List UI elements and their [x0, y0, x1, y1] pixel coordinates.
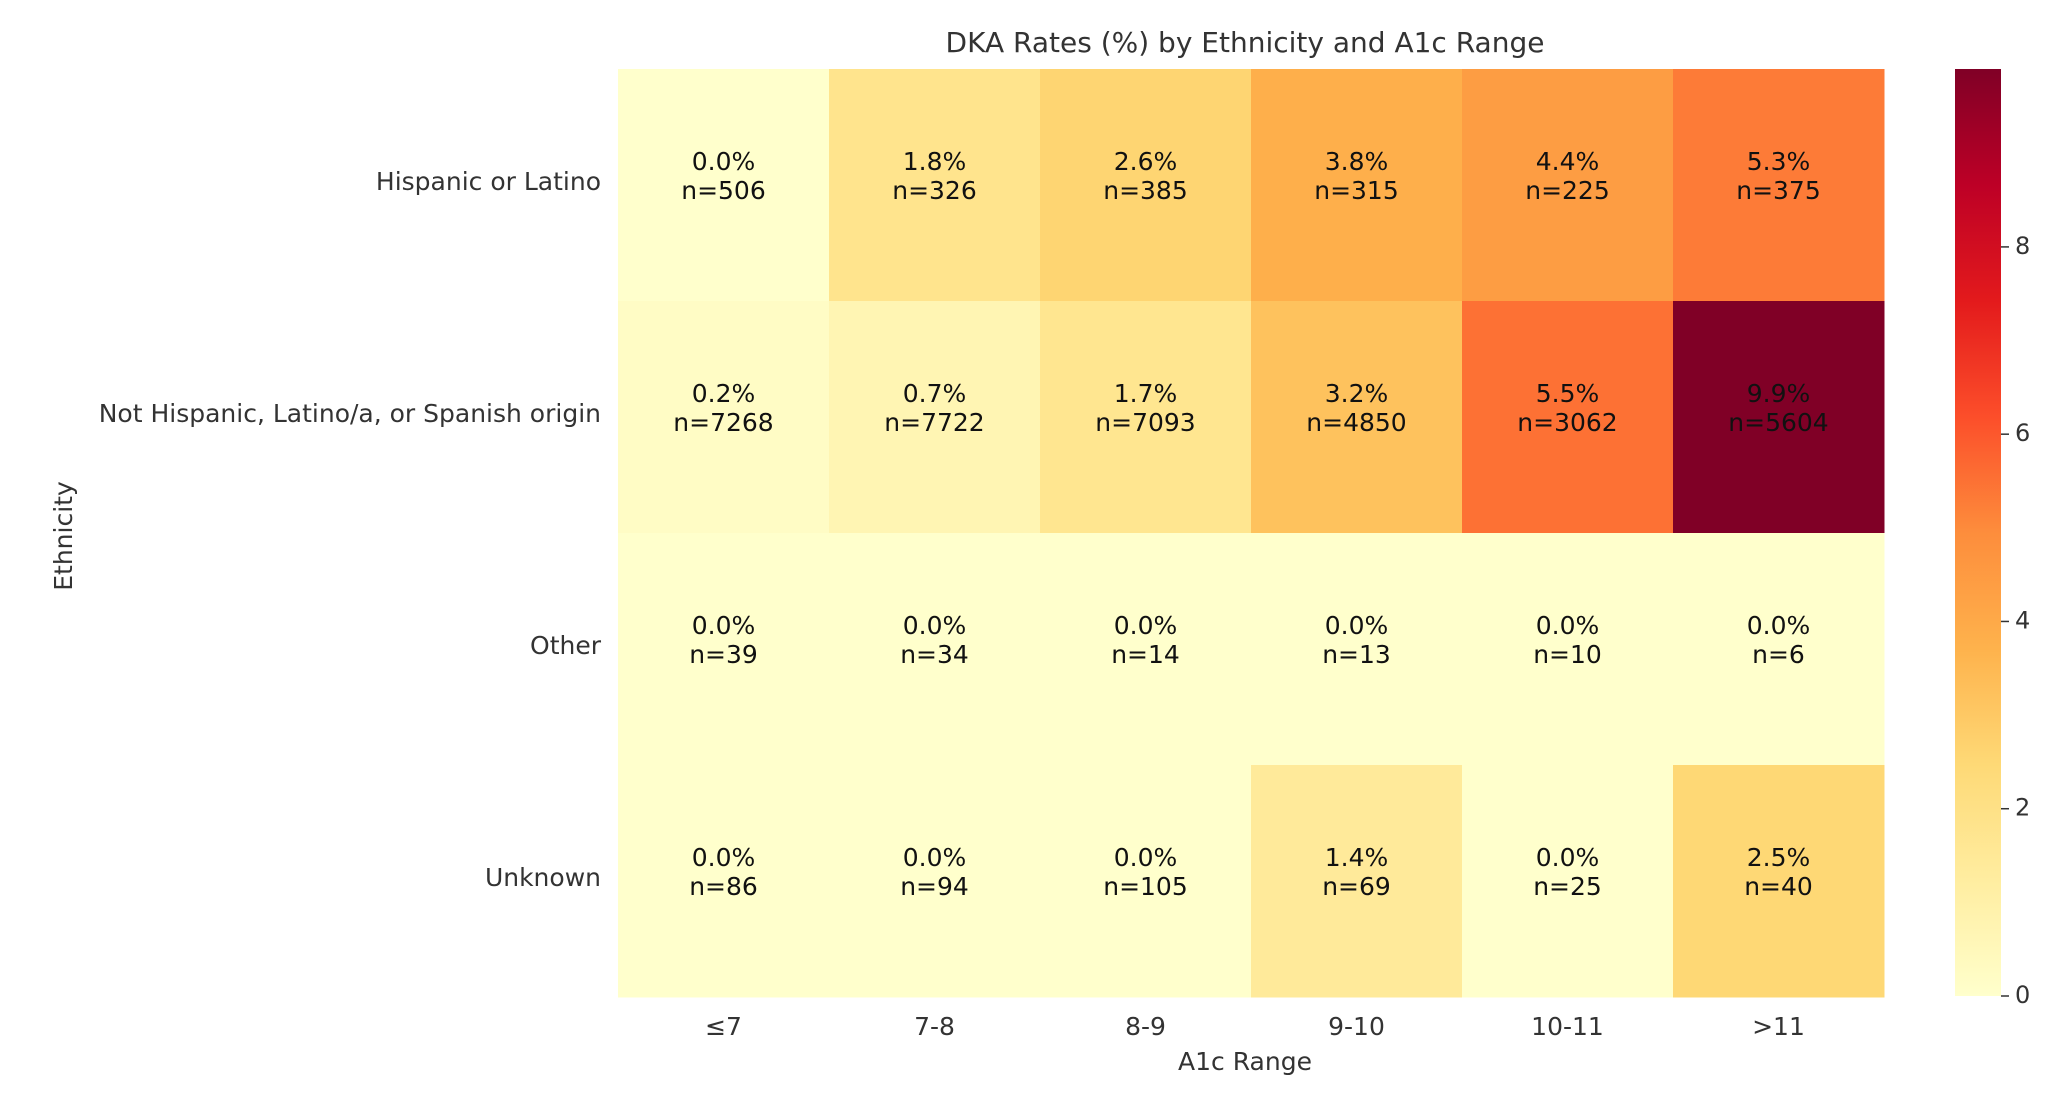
heatmap-cell [1673, 301, 1885, 534]
cell-annotation: 5.3% n=375 [1736, 147, 1821, 205]
y-tick-label: Hispanic or Latino [376, 167, 601, 196]
x-axis-label: A1c Range [1178, 1047, 1312, 1076]
heatmap-cell [1251, 533, 1463, 766]
x-tick-label: 9-10 [1328, 1012, 1385, 1041]
heatmap-cell [1251, 765, 1463, 998]
cell-annotation: 2.6% n=385 [1103, 147, 1188, 205]
cell-annotation: 0.0% n=10 [1533, 611, 1602, 669]
heatmap-cell [1673, 765, 1885, 998]
colorbar-tick-label: 2 [2015, 794, 2030, 822]
heatmap-cells: 0.0% n=506 1.8% n=326 2.6% n=385 3.8% n=315 4.4%… [618, 69, 1885, 998]
heatmap-cell [1040, 69, 1252, 302]
colorbar-tick-label: 6 [2015, 419, 2030, 447]
heatmap-cell [829, 301, 1041, 534]
heatmap-cell [1462, 69, 1674, 302]
heatmap-cell [618, 69, 830, 302]
heatmap-cell [1462, 765, 1674, 998]
cell-annotation: 0.0% n=105 [1103, 843, 1188, 901]
cell-annotation: 2.5% n=40 [1744, 843, 1813, 901]
cell-annotation: 0.0% n=6 [1747, 611, 1811, 669]
cell-annotation: 0.0% n=86 [689, 843, 758, 901]
y-tick-label: Unknown [485, 863, 601, 892]
x-tick-label: 10-11 [1531, 1012, 1604, 1041]
x-tick-label: 8-9 [1125, 1012, 1166, 1041]
heatmap-cell [1040, 301, 1252, 534]
heatmap-cell [1673, 533, 1885, 766]
cell-annotation: 1.4% n=69 [1322, 843, 1391, 901]
y-tick-label: Not Hispanic, Latino/a, or Spanish origi… [99, 399, 601, 428]
cell-annotation: 0.2% n=7268 [673, 379, 773, 437]
heatmap-cell [618, 765, 830, 998]
cell-annotation: 0.0% n=506 [681, 147, 766, 205]
heatmap-cell [829, 533, 1041, 766]
x-tick-label: >11 [1752, 1012, 1805, 1041]
cell-annotation: 5.5% n=3062 [1517, 379, 1617, 437]
heatmap-cell [1462, 301, 1674, 534]
y-axis-label: Ethnicity [49, 481, 78, 591]
colorbar [1955, 69, 2001, 996]
y-tick-label: Other [530, 631, 602, 660]
colorbar-ticks: 0 2 4 6 8 [2001, 232, 2030, 1009]
x-tick-label: 7-8 [914, 1012, 955, 1041]
cell-annotation: 0.0% n=25 [1533, 843, 1602, 901]
cell-annotation: 0.0% n=34 [900, 611, 969, 669]
heatmap-cell [1673, 69, 1885, 302]
heatmap-cell [829, 69, 1041, 302]
cell-annotation: 0.0% n=13 [1322, 611, 1391, 669]
cell-annotation: 3.8% n=315 [1314, 147, 1399, 205]
heatmap-cell [1040, 533, 1252, 766]
colorbar-tick-label: 0 [2015, 981, 2030, 1009]
cell-annotation: 0.0% n=39 [689, 611, 758, 669]
cell-annotation: 3.2% n=4850 [1306, 379, 1406, 437]
colorbar-tick-label: 8 [2015, 232, 2030, 260]
heatmap-cell [1462, 533, 1674, 766]
cell-annotation: 0.7% n=7722 [884, 379, 984, 437]
cell-annotation: 0.0% n=94 [900, 843, 969, 901]
heatmap-cell [1251, 301, 1463, 534]
y-tick-labels: Hispanic or Latino Not Hispanic, Latino/a… [99, 167, 602, 892]
heatmap-cell [1040, 765, 1252, 998]
x-tick-labels: ≤7 7-8 8-9 9-10 10-11 >11 [705, 1012, 1805, 1041]
cell-annotation: 1.7% n=7093 [1095, 379, 1195, 437]
cell-annotation: 1.8% n=326 [892, 147, 977, 205]
heatmap-cell [829, 765, 1041, 998]
cell-annotation: 9.9% n=5604 [1728, 379, 1828, 437]
colorbar-tick-label: 4 [2015, 606, 2030, 634]
heatmap-cell [1251, 69, 1463, 302]
cell-annotation: 4.4% n=225 [1525, 147, 1610, 205]
heatmap-cell [618, 301, 830, 534]
chart-title: DKA Rates (%) by Ethnicity and A1c Range [946, 26, 1545, 59]
cell-annotation: 0.0% n=14 [1111, 611, 1180, 669]
x-tick-label: ≤7 [705, 1012, 742, 1041]
heatmap-cell [618, 533, 830, 766]
